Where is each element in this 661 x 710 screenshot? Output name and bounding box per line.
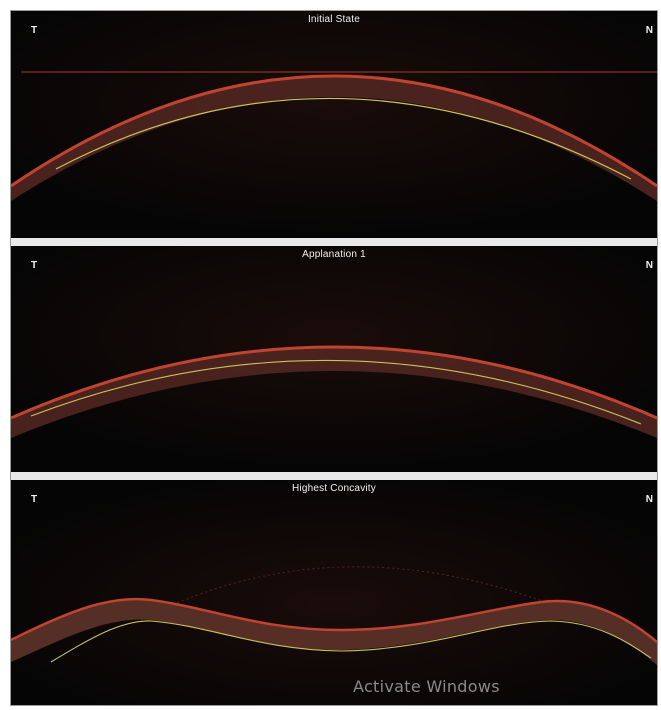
panel-separator bbox=[11, 472, 657, 480]
temporal-label: T bbox=[31, 494, 38, 505]
nasal-label: N bbox=[645, 25, 653, 36]
temporal-label: T bbox=[31, 260, 38, 271]
panel-applanation-1: Applanation 1 T N bbox=[11, 246, 657, 472]
panel-title: Applanation 1 bbox=[302, 249, 366, 260]
panel-title: Highest Concavity bbox=[292, 483, 376, 494]
oct-image-frame: Initial State T N Applanation 1 T N bbox=[10, 10, 658, 706]
cornea-scan-concavity bbox=[11, 480, 657, 705]
panel-title: Initial State bbox=[307, 14, 361, 25]
panel-initial-state: Initial State T N bbox=[11, 11, 657, 238]
cornea-scan-initial bbox=[11, 11, 657, 238]
nasal-label: N bbox=[645, 260, 653, 271]
cornea-scan-applanation bbox=[11, 246, 657, 472]
activate-windows-watermark: Activate Windows bbox=[353, 677, 500, 696]
temporal-label: T bbox=[31, 25, 38, 36]
panel-highest-concavity: Highest Concavity T N bbox=[11, 480, 657, 705]
panel-separator bbox=[11, 238, 657, 246]
nasal-label: N bbox=[645, 494, 653, 505]
